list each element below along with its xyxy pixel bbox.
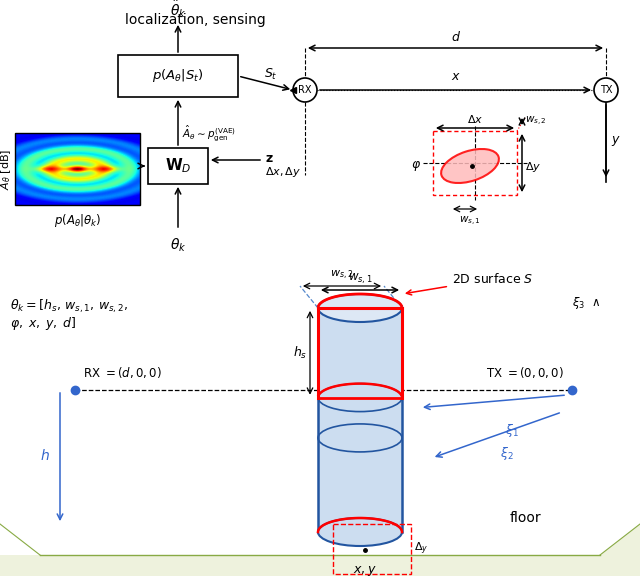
Text: $w_{s,1}$: $w_{s,1}$	[348, 272, 372, 286]
Circle shape	[293, 78, 317, 102]
Text: $p(A_\theta|S_t)$: $p(A_\theta|S_t)$	[152, 67, 204, 85]
Text: TX $=(0,0,0)$: TX $=(0,0,0)$	[486, 365, 564, 380]
Text: $w_{s,2}$: $w_{s,2}$	[330, 269, 354, 282]
Text: $h$: $h$	[40, 448, 50, 463]
Text: $\xi_1$: $\xi_1$	[505, 422, 519, 439]
Text: 2D surface $S$: 2D surface $S$	[406, 272, 533, 295]
Text: $\hat{A}_\theta\sim p_\mathrm{gen}^\mathrm{(VAE)}$: $\hat{A}_\theta\sim p_\mathrm{gen}^\math…	[182, 123, 236, 143]
Text: $\xi_3$  $\wedge$: $\xi_3$ $\wedge$	[572, 295, 601, 311]
Polygon shape	[318, 308, 402, 532]
Text: $S_t$: $S_t$	[264, 67, 277, 82]
Ellipse shape	[318, 294, 402, 322]
Text: RX $=(d,0,0)$: RX $=(d,0,0)$	[83, 365, 162, 380]
Text: $y$: $y$	[611, 134, 621, 148]
Bar	[15, 133, 140, 205]
Polygon shape	[0, 524, 640, 576]
Circle shape	[594, 78, 618, 102]
Text: $\varphi,\; x,\; y,\; d]$: $\varphi,\; x,\; y,\; d]$	[10, 315, 76, 332]
Ellipse shape	[441, 149, 499, 183]
Text: $\Delta y$: $\Delta y$	[525, 160, 541, 174]
Text: $\xi_2$: $\xi_2$	[500, 445, 514, 462]
Text: $\theta_k = [h_s,\, w_{s,1},\, w_{s,2},$: $\theta_k = [h_s,\, w_{s,1},\, w_{s,2},$	[10, 298, 128, 316]
Bar	[433, 131, 517, 195]
Text: $x$: $x$	[451, 70, 460, 83]
Text: $w_{s,2}$: $w_{s,2}$	[525, 115, 547, 127]
Text: TX: TX	[600, 85, 612, 95]
Text: $x, y$: $x, y$	[353, 564, 377, 576]
Text: RX: RX	[298, 85, 312, 95]
Text: $p(A_\theta|\theta_k)$: $p(A_\theta|\theta_k)$	[54, 212, 101, 229]
Text: $d$: $d$	[451, 30, 461, 44]
Text: $\Delta_y$: $\Delta_y$	[414, 541, 428, 557]
Text: $\mathbf{W}_D$: $\mathbf{W}_D$	[164, 157, 191, 175]
Bar	[148, 148, 208, 184]
Ellipse shape	[318, 518, 402, 546]
Text: $\Delta x$: $\Delta x$	[356, 528, 372, 540]
Text: $\Delta x, \Delta y$: $\Delta x, \Delta y$	[265, 165, 301, 179]
Text: $\mathbf{z}$: $\mathbf{z}$	[265, 151, 274, 165]
Text: $A_\theta$ [dB]: $A_\theta$ [dB]	[0, 149, 13, 190]
Text: $\Delta x$: $\Delta x$	[467, 113, 483, 125]
Text: floor: floor	[510, 511, 541, 525]
Bar	[118, 55, 238, 97]
Text: localization, sensing: localization, sensing	[125, 13, 266, 27]
Text: $\hat{\theta}_k$: $\hat{\theta}_k$	[170, 0, 186, 20]
Text: $\theta_k$: $\theta_k$	[170, 237, 186, 255]
Text: $h_s$: $h_s$	[292, 345, 307, 361]
Text: $w_{s,1}$: $w_{s,1}$	[459, 215, 481, 228]
Text: $\varphi$: $\varphi$	[411, 159, 421, 173]
Bar	[333, 524, 411, 574]
